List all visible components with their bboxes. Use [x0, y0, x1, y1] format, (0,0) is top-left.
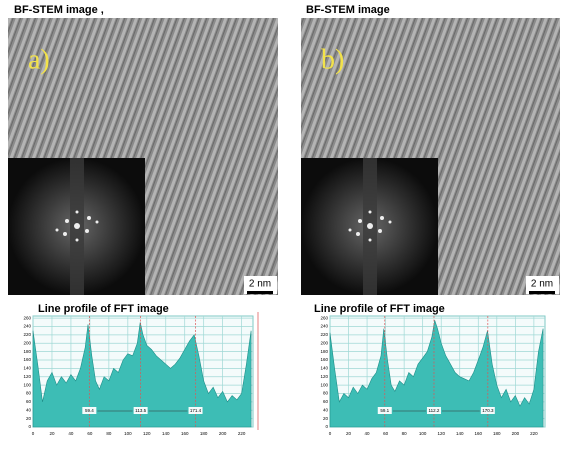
panel-label: a): [28, 44, 50, 75]
x-tick-label: 100: [124, 431, 132, 436]
x-tick-label: 200: [219, 431, 227, 436]
y-tick-label: 140: [320, 366, 328, 371]
scale-bar-label: 2 nm: [531, 279, 553, 290]
x-tick-label: 60: [87, 431, 93, 436]
y-tick-label: 100: [320, 382, 328, 387]
x-tick-label: 20: [346, 431, 352, 436]
y-tick-label: 60: [26, 399, 32, 404]
marker-label-bg: [188, 407, 203, 414]
y-tick-label: 40: [26, 407, 32, 412]
y-tick-label: 0: [28, 424, 31, 429]
fft-spot: [85, 229, 89, 233]
y-tick-label: 180: [23, 349, 31, 354]
marker-label-bg: [82, 407, 97, 414]
marker-label-bg: [133, 407, 148, 414]
scale-bar-box: [244, 276, 277, 294]
x-tick-label: 140: [162, 431, 170, 436]
scale-bar: [247, 291, 273, 294]
scale-bar-box: [526, 276, 559, 294]
x-tick-label: 180: [493, 431, 501, 436]
fft-spot: [74, 223, 80, 229]
x-tick-label: 120: [437, 431, 445, 436]
x-tick-label: 0: [329, 431, 332, 436]
marker-label-bg: [480, 407, 495, 414]
y-tick-label: 0: [325, 424, 328, 429]
x-tick-label: 200: [512, 431, 520, 436]
x-tick-label: 60: [383, 431, 389, 436]
fft-spot: [358, 219, 362, 223]
scale-bar-label: 2 nm: [249, 279, 271, 290]
x-tick-label: 220: [238, 431, 246, 436]
x-tick-label: 220: [530, 431, 538, 436]
profile-title: Line profile of FFT image: [314, 303, 445, 315]
fft-spot: [380, 216, 384, 220]
y-tick-label: 100: [23, 382, 31, 387]
x-tick-label: 100: [419, 431, 427, 436]
image-title: BF-STEM image ,: [14, 4, 104, 16]
y-tick-label: 60: [323, 399, 329, 404]
y-tick-label: 160: [320, 357, 328, 362]
y-tick-label: 260: [23, 315, 31, 320]
marker-label: 59.4: [85, 408, 94, 413]
marker-label: 59.1: [380, 408, 389, 413]
scale-bar: [529, 291, 555, 294]
x-tick-label: 120: [143, 431, 151, 436]
x-tick-label: 40: [68, 431, 74, 436]
x-tick-label: 160: [181, 431, 189, 436]
x-tick-label: 180: [200, 431, 208, 436]
fft-spot: [367, 223, 373, 229]
y-tick-label: 200: [320, 340, 328, 345]
marker-label: 171.4: [190, 408, 202, 413]
marker-label: 113.5: [135, 408, 146, 413]
y-tick-label: 260: [320, 315, 328, 320]
marker-label-bg: [426, 407, 441, 414]
y-tick-label: 140: [23, 366, 31, 371]
x-tick-label: 20: [49, 431, 55, 436]
y-tick-label: 200: [23, 340, 31, 345]
marker-label: 112.2: [429, 408, 440, 413]
fft-spot: [95, 220, 99, 224]
y-tick-label: 80: [26, 391, 32, 396]
x-tick-label: 80: [106, 431, 112, 436]
y-tick-label: 20: [323, 416, 329, 421]
profile-title: Line profile of FFT image: [38, 303, 169, 315]
x-tick-label: 0: [32, 431, 35, 436]
y-tick-label: 220: [320, 332, 328, 337]
image-title: BF-STEM image: [306, 4, 390, 16]
marker-label-bg: [377, 407, 392, 414]
fft-spot: [348, 228, 352, 232]
fft-spot: [388, 220, 392, 224]
fft-spot: [63, 232, 67, 236]
x-tick-label: 160: [475, 431, 483, 436]
fft-spot: [55, 228, 59, 232]
y-tick-label: 120: [23, 374, 31, 379]
y-tick-label: 120: [320, 374, 328, 379]
fft-spot: [75, 238, 79, 242]
fft-spot: [356, 232, 360, 236]
y-tick-label: 240: [23, 324, 31, 329]
fft-spot: [87, 216, 91, 220]
x-tick-label: 40: [365, 431, 371, 436]
marker-label: 170.3: [482, 408, 494, 413]
profile-area: [329, 320, 544, 428]
fft-spot: [378, 229, 382, 233]
y-tick-label: 80: [323, 391, 329, 396]
y-tick-label: 40: [323, 407, 329, 412]
y-tick-label: 220: [23, 332, 31, 337]
y-tick-label: 180: [320, 349, 328, 354]
y-tick-label: 20: [26, 416, 32, 421]
y-tick-label: 160: [23, 357, 31, 362]
fft-spot: [75, 210, 79, 214]
profile-area: [32, 322, 252, 428]
panel-label: b): [321, 44, 344, 75]
x-tick-label: 80: [402, 431, 408, 436]
fft-spot: [368, 210, 372, 214]
y-tick-label: 240: [320, 324, 328, 329]
fft-spot: [368, 238, 372, 242]
fft-spot: [65, 219, 69, 223]
x-tick-label: 140: [456, 431, 464, 436]
